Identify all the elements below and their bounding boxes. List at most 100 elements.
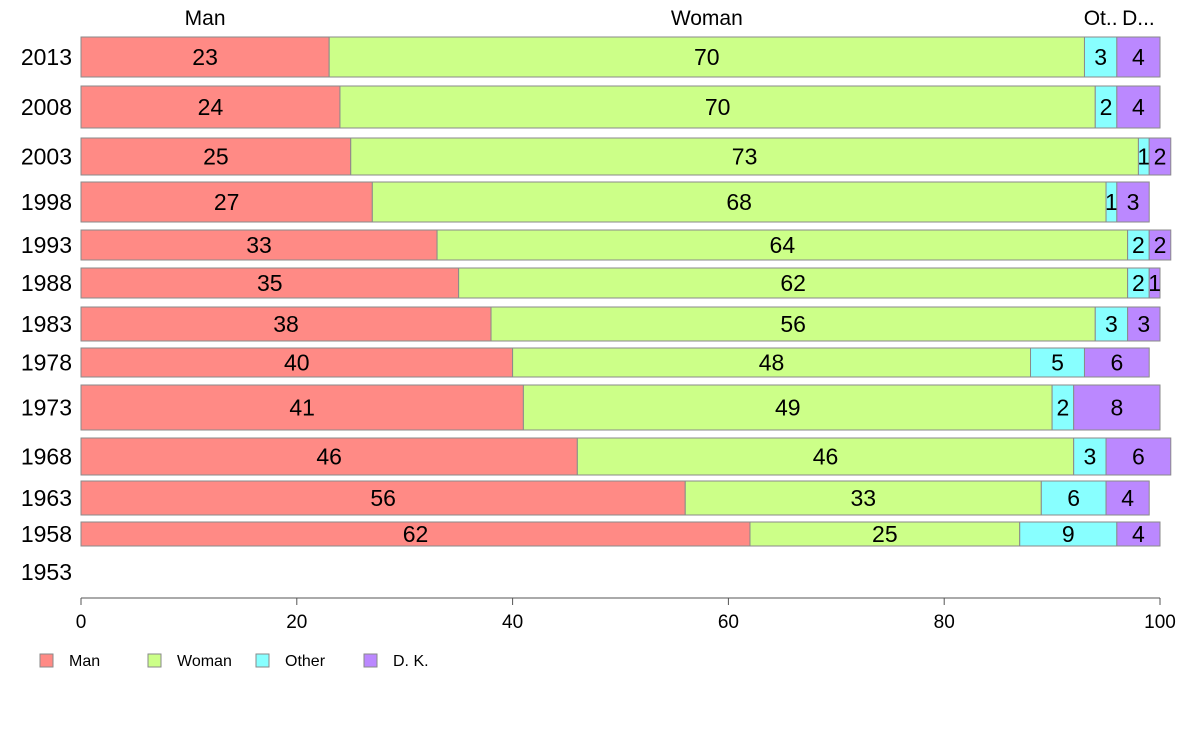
value-label-1988-dk: 1 (1148, 270, 1161, 296)
value-label-1968-woman: 46 (813, 444, 839, 470)
year-label-1978: 1978 (21, 350, 72, 376)
bar-2013-woman (328, 36, 1085, 78)
legend: Man Woman Other D. K. (39, 653, 429, 670)
year-label-1963: 1963 (21, 485, 72, 511)
column-header-1: Woman (671, 7, 743, 30)
value-label-1978-other: 5 (1051, 350, 1064, 376)
value-label-1978-woman: 48 (759, 350, 785, 376)
value-label-2013-woman: 70 (694, 44, 720, 70)
value-label-1968-man: 46 (316, 444, 342, 470)
column-header-0: Man (185, 7, 226, 30)
value-label-1958-woman: 25 (872, 521, 898, 547)
bars: 23 70 3 424 70 2 425 73 1 227 68 1 333 64 2 235 62 2 138 56… (80, 36, 1172, 547)
year-label-1988: 1988 (21, 270, 72, 296)
legend-swatch-1 (147, 653, 162, 668)
value-label-2008-woman: 70 (705, 94, 731, 120)
value-label-2008-dk: 4 (1132, 94, 1145, 120)
legend-label-0: Man (69, 653, 100, 670)
year-label-1968: 1968 (21, 444, 72, 470)
x-tick-label-80: 80 (934, 612, 955, 633)
value-label-1963-man: 56 (370, 485, 396, 511)
legend-swatch-0 (39, 653, 54, 668)
legend-swatch-3 (363, 653, 378, 668)
value-label-1978-dk: 6 (1110, 350, 1123, 376)
year-label-2013: 2013 (21, 44, 72, 70)
value-label-1998-other: 1 (1105, 189, 1118, 215)
bar-1963-man (80, 480, 686, 516)
value-label-1968-other: 3 (1083, 444, 1096, 470)
bar-1973-man (80, 384, 524, 431)
year-label-1998: 1998 (21, 189, 72, 215)
value-label-2003-other: 1 (1137, 144, 1150, 170)
bar-2008-woman (339, 85, 1096, 129)
bar-2003-dk (1148, 137, 1172, 176)
legend-label-1: Woman (177, 653, 232, 670)
value-label-1963-woman: 33 (850, 485, 876, 511)
x-tick-label-0: 0 (76, 612, 87, 633)
x-tick-label-100: 100 (1144, 612, 1176, 633)
bar-1978-dk (1083, 347, 1150, 378)
bar-1978-woman (512, 347, 1032, 378)
bar-2008-dk (1116, 85, 1161, 129)
bar-1988-man (80, 267, 460, 299)
bar-1958-man (80, 521, 751, 547)
x-tick-label-60: 60 (718, 612, 739, 633)
value-label-1988-man: 35 (257, 270, 283, 296)
value-label-1973-woman: 49 (775, 395, 801, 421)
value-label-1983-man: 38 (273, 311, 299, 337)
bar-2013-other (1083, 36, 1118, 78)
bar-1963-other (1040, 480, 1107, 516)
bar-1968-dk (1105, 437, 1172, 476)
value-label-1988-woman: 62 (780, 270, 806, 296)
value-label-1973-dk: 8 (1110, 395, 1123, 421)
value-label-2003-woman: 73 (732, 144, 758, 170)
value-label-1998-man: 27 (214, 189, 240, 215)
bar-1998-man (80, 181, 373, 223)
year-labels: 2013 2008 2003 1998 1993 1988 1983 1978 1973 1968… (21, 44, 72, 585)
value-label-1963-other: 6 (1067, 485, 1080, 511)
value-label-2003-dk: 2 (1154, 144, 1167, 170)
bar-1973-woman (522, 384, 1053, 431)
value-label-1998-woman: 68 (726, 189, 752, 215)
bar-1958-woman (749, 521, 1021, 547)
x-tick-label-20: 20 (286, 612, 307, 633)
year-label-1958: 1958 (21, 521, 72, 547)
value-label-1958-other: 9 (1062, 521, 1075, 547)
bar-1988-woman (458, 267, 1129, 299)
year-label-2008: 2008 (21, 94, 72, 120)
bar-1958-dk (1116, 521, 1161, 547)
value-label-1993-other: 2 (1132, 232, 1145, 258)
x-axis: 0 20 40 60 80 100 (76, 597, 1176, 633)
bar-1983-man (80, 306, 492, 342)
bar-1993-woman (436, 229, 1129, 261)
legend-label-2: Other (285, 653, 326, 670)
value-label-1973-other: 2 (1056, 395, 1069, 421)
bar-1958-other (1019, 521, 1118, 547)
value-label-1998-dk: 3 (1127, 189, 1140, 215)
value-label-1983-dk: 3 (1137, 311, 1150, 337)
column-header-3: D... (1122, 7, 1155, 30)
x-tick-label-40: 40 (502, 612, 523, 633)
value-label-2013-other: 3 (1094, 44, 1107, 70)
value-label-1993-dk: 2 (1154, 232, 1167, 258)
year-label-1983: 1983 (21, 311, 72, 337)
year-label-1973: 1973 (21, 395, 72, 421)
value-label-1993-man: 33 (246, 232, 272, 258)
bar-1983-other (1094, 306, 1129, 342)
bar-1973-dk (1073, 384, 1161, 431)
legend-swatch-2 (255, 653, 270, 668)
bar-2013-man (80, 36, 330, 78)
year-label-1993: 1993 (21, 232, 72, 258)
value-label-1968-dk: 6 (1132, 444, 1145, 470)
bar-1978-other (1030, 347, 1085, 378)
value-label-2008-other: 2 (1100, 94, 1113, 120)
value-label-1963-dk: 4 (1121, 485, 1134, 511)
value-label-1983-woman: 56 (780, 311, 806, 337)
year-label-1953: 1953 (21, 559, 72, 585)
value-label-1993-woman: 64 (770, 232, 796, 258)
value-label-2013-man: 23 (192, 44, 218, 70)
value-label-1988-other: 2 (1132, 270, 1145, 296)
bar-1968-other (1073, 437, 1107, 476)
legend-label-3: D. K. (393, 653, 429, 670)
